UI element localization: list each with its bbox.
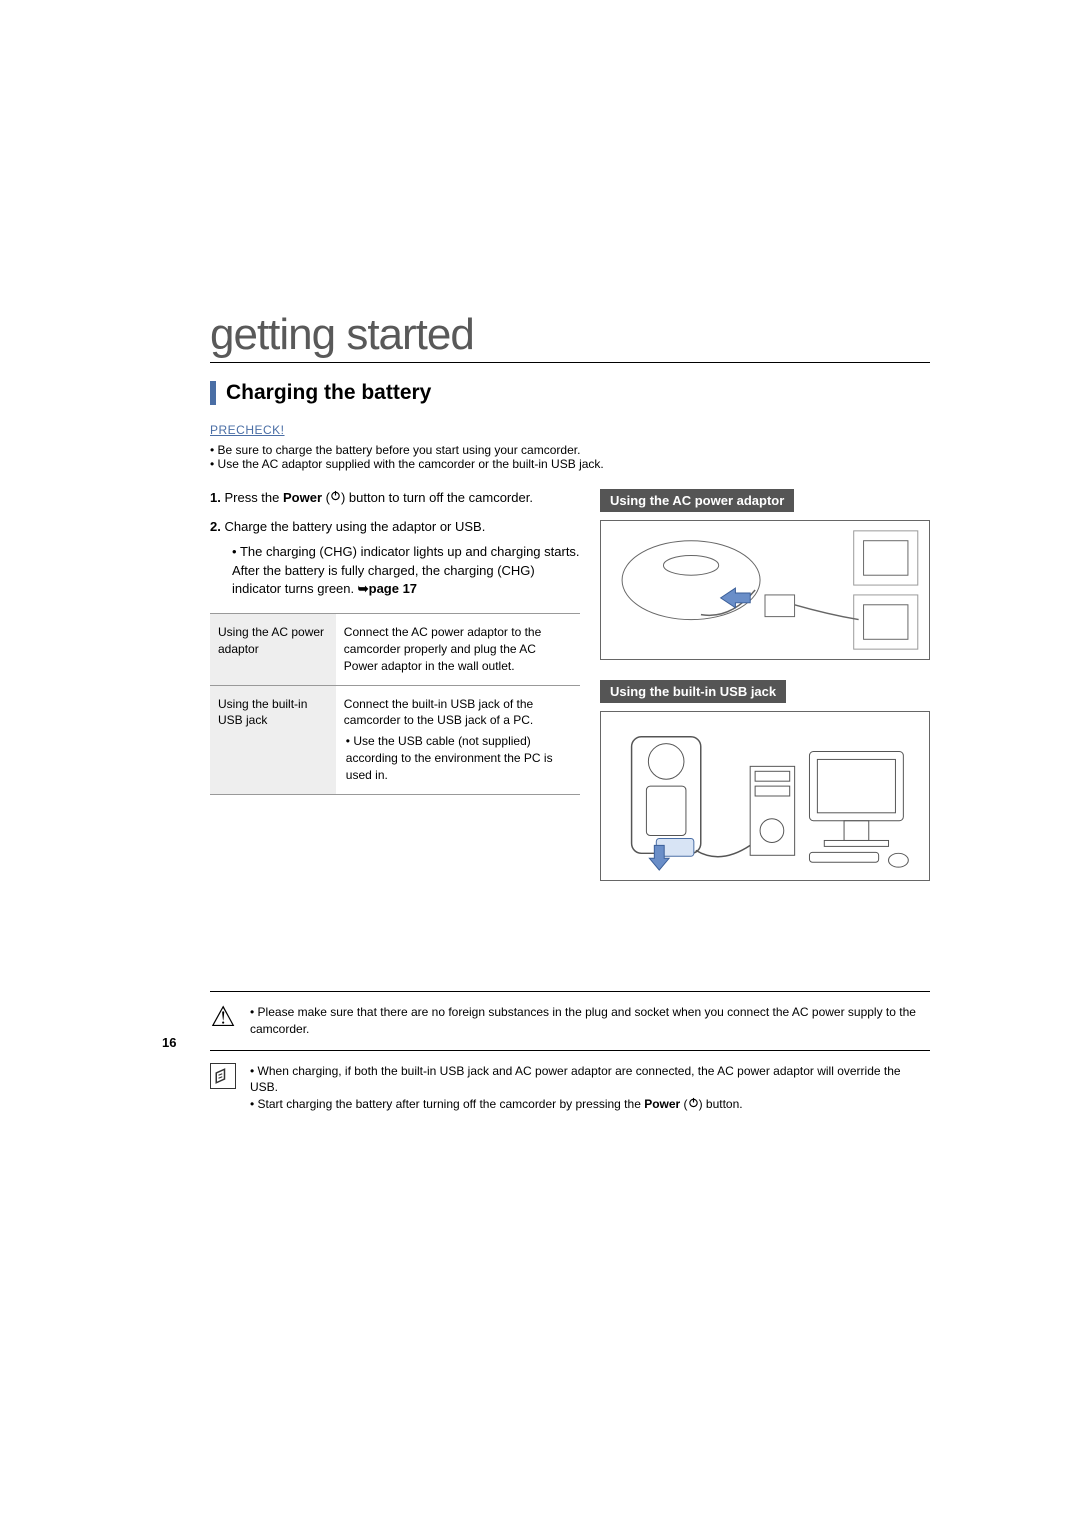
chapter-title: getting started <box>210 310 930 363</box>
list-item: Please make sure that there are no forei… <box>250 1004 930 1038</box>
cell-bullet-list: Use the USB cable (not supplied) accordi… <box>346 733 572 783</box>
list-item: Start charging the battery after turning… <box>250 1096 930 1113</box>
illustration-heading: Using the built-in USB jack <box>600 680 786 703</box>
charging-methods-table: Using the AC power adaptor Connect the A… <box>210 613 580 794</box>
list-item: Use the USB cable (not supplied) accordi… <box>346 733 572 783</box>
caution-icon: ⚠ <box>210 1004 236 1030</box>
usb-jack-illustration <box>600 711 930 881</box>
notes-block: ⚠ Please make sure that there are no for… <box>210 991 930 1125</box>
list-item: The charging (CHG) indicator lights up a… <box>232 543 580 600</box>
section-heading: Charging the battery <box>210 381 930 405</box>
note-icon <box>210 1063 236 1089</box>
right-column: Using the AC power adaptor Using the bui <box>600 489 930 901</box>
sub-bullet-list: The charging (CHG) indicator lights up a… <box>232 543 580 600</box>
table-cell-text: Connect the built-in USB jack of the cam… <box>336 685 580 794</box>
table-row: Using the AC power adaptor Connect the A… <box>210 614 580 685</box>
note-text: Please make sure that there are no forei… <box>250 1004 930 1038</box>
table-row: Using the built-in USB jack Connect the … <box>210 685 580 794</box>
info-note: When charging, if both the built-in USB … <box>210 1050 930 1126</box>
step-number: 2. <box>210 519 221 534</box>
note-text-part: Start charging the battery after turning… <box>258 1097 645 1111</box>
cell-text: Connect the built-in USB jack of the cam… <box>344 697 533 728</box>
step-bold-word: Power <box>283 490 322 505</box>
page-number: 16 <box>162 1035 176 1050</box>
note-text-part: ( <box>680 1097 687 1111</box>
page-content: getting started Charging the battery PRE… <box>210 310 930 1125</box>
table-cell-label: Using the AC power adaptor <box>210 614 336 685</box>
step-text: Charge the battery using the adaptor or … <box>224 519 485 534</box>
precheck-label: PRECHECK! <box>210 423 930 437</box>
left-column: 1. Press the Power ( ) button to turn off… <box>210 489 580 901</box>
power-icon <box>688 1097 699 1113</box>
illustration-heading: Using the AC power adaptor <box>600 489 794 512</box>
list-item: Be sure to charge the battery before you… <box>210 443 930 457</box>
caution-note: ⚠ Please make sure that there are no for… <box>210 992 930 1050</box>
step-item: 1. Press the Power ( ) button to turn off… <box>210 489 580 508</box>
note-text-part: ) button. <box>699 1097 743 1111</box>
step-text: Press the <box>224 490 283 505</box>
step-number: 1. <box>210 490 221 505</box>
note-bold-word: Power <box>644 1097 680 1111</box>
table-cell-label: Using the built-in USB jack <box>210 685 336 794</box>
step-text: ) button to turn off the camcorder. <box>341 490 533 505</box>
ac-adaptor-illustration <box>600 520 930 660</box>
page-ref: ➥page 17 <box>358 581 417 596</box>
precheck-list: Be sure to charge the battery before you… <box>210 443 930 471</box>
note-text: When charging, if both the built-in USB … <box>250 1063 930 1114</box>
list-item: When charging, if both the built-in USB … <box>250 1063 930 1097</box>
power-icon <box>330 490 341 507</box>
two-column-layout: 1. Press the Power ( ) button to turn off… <box>210 489 930 901</box>
step-item: 2. Charge the battery using the adaptor … <box>210 518 580 599</box>
list-item: Use the AC adaptor supplied with the cam… <box>210 457 930 471</box>
step-text: ( <box>322 490 330 505</box>
step-list: 1. Press the Power ( ) button to turn off… <box>210 489 580 599</box>
table-cell-text: Connect the AC power adaptor to the camc… <box>336 614 580 685</box>
